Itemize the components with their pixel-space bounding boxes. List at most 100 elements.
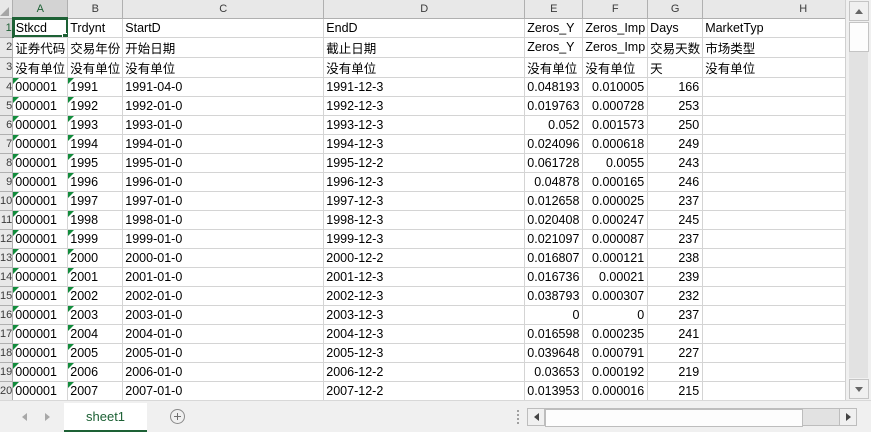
- cell-G2[interactable]: 交易天数: [647, 37, 704, 58]
- cell-F10[interactable]: 0.000025: [582, 191, 649, 211]
- cell-B16[interactable]: 2003: [67, 305, 124, 325]
- cell-B10[interactable]: 1997: [67, 191, 124, 211]
- cell-D18[interactable]: 2005-12-3: [323, 343, 526, 363]
- cell-E14[interactable]: 0.016736: [524, 267, 584, 287]
- cell-C8[interactable]: 1995-01-0: [122, 153, 325, 173]
- row-header-14[interactable]: 14: [0, 267, 14, 287]
- cell-G10[interactable]: 237: [647, 191, 704, 211]
- cell-G9[interactable]: 246: [647, 172, 704, 192]
- cell-A5[interactable]: 000001: [12, 96, 69, 116]
- row-header-9[interactable]: 9: [0, 172, 14, 192]
- row-header-19[interactable]: 19: [0, 362, 14, 382]
- cell-F18[interactable]: 0.000791: [582, 343, 649, 363]
- sheet-tab-sheet1[interactable]: sheet1: [64, 402, 148, 432]
- cell-H19[interactable]: 4: [702, 362, 845, 382]
- column-header-g[interactable]: G: [647, 0, 704, 19]
- cell-H11[interactable]: 4: [702, 210, 845, 230]
- cell-D14[interactable]: 2001-12-3: [323, 267, 526, 287]
- cell-D5[interactable]: 1992-12-3: [323, 96, 526, 116]
- scroll-right-button[interactable]: [839, 407, 857, 426]
- cell-F11[interactable]: 0.000247: [582, 210, 649, 230]
- row-header-2[interactable]: 2: [0, 37, 14, 58]
- cell-H16[interactable]: 4: [702, 305, 845, 325]
- cell-C6[interactable]: 1993-01-0: [122, 115, 325, 135]
- cell-G7[interactable]: 249: [647, 134, 704, 154]
- cell-D1[interactable]: EndD: [323, 18, 526, 38]
- cell-A1[interactable]: Stkcd: [12, 18, 69, 38]
- cell-C3[interactable]: 没有单位: [122, 57, 325, 78]
- cell-B7[interactable]: 1994: [67, 134, 124, 154]
- cell-H5[interactable]: 4: [702, 96, 845, 116]
- cell-H20[interactable]: 4: [702, 381, 845, 400]
- cell-A11[interactable]: 000001: [12, 210, 69, 230]
- cell-G3[interactable]: 天: [647, 57, 704, 78]
- cell-B9[interactable]: 1996: [67, 172, 124, 192]
- cell-C13[interactable]: 2000-01-0: [122, 248, 325, 268]
- cell-A15[interactable]: 000001: [12, 286, 69, 306]
- cell-A9[interactable]: 000001: [12, 172, 69, 192]
- row-header-17[interactable]: 17: [0, 324, 14, 344]
- cell-F9[interactable]: 0.000165: [582, 172, 649, 192]
- row-header-6[interactable]: 6: [0, 115, 14, 135]
- cell-G4[interactable]: 166: [647, 77, 704, 97]
- cell-D6[interactable]: 1993-12-3: [323, 115, 526, 135]
- cell-D3[interactable]: 没有单位: [323, 57, 526, 78]
- cell-H18[interactable]: 4: [702, 343, 845, 363]
- column-header-a[interactable]: A: [12, 0, 69, 19]
- cell-A13[interactable]: 000001: [12, 248, 69, 268]
- cell-G17[interactable]: 241: [647, 324, 704, 344]
- cell-C17[interactable]: 2004-01-0: [122, 324, 325, 344]
- cell-E4[interactable]: 0.048193: [524, 77, 584, 97]
- cell-D20[interactable]: 2007-12-2: [323, 381, 526, 400]
- row-header-11[interactable]: 11: [0, 210, 14, 230]
- cell-C9[interactable]: 1996-01-0: [122, 172, 325, 192]
- cell-E9[interactable]: 0.04878: [524, 172, 584, 192]
- cell-G5[interactable]: 253: [647, 96, 704, 116]
- add-sheet-button[interactable]: [161, 401, 193, 432]
- cell-E5[interactable]: 0.019763: [524, 96, 584, 116]
- cell-D4[interactable]: 1991-12-3: [323, 77, 526, 97]
- horizontal-scrollbar-track[interactable]: [545, 407, 839, 427]
- cell-H3[interactable]: 没有单位: [702, 57, 845, 78]
- cell-A14[interactable]: 000001: [12, 267, 69, 287]
- cell-E15[interactable]: 0.038793: [524, 286, 584, 306]
- row-header-10[interactable]: 10: [0, 191, 14, 211]
- cell-B18[interactable]: 2005: [67, 343, 124, 363]
- cell-F19[interactable]: 0.000192: [582, 362, 649, 382]
- row-header-4[interactable]: 4: [0, 77, 14, 97]
- triangle-left-icon[interactable]: [22, 412, 27, 421]
- cell-H15[interactable]: 4: [702, 286, 845, 306]
- cell-H12[interactable]: 4: [702, 229, 845, 249]
- cell-G13[interactable]: 238: [647, 248, 704, 268]
- row-header-13[interactable]: 13: [0, 248, 14, 268]
- column-header-d[interactable]: D: [323, 0, 526, 19]
- cell-B6[interactable]: 1993: [67, 115, 124, 135]
- cell-A6[interactable]: 000001: [12, 115, 69, 135]
- cell-D9[interactable]: 1996-12-3: [323, 172, 526, 192]
- cell-G20[interactable]: 215: [647, 381, 704, 400]
- sheet-nav-arrows[interactable]: [0, 412, 64, 421]
- row-header-20[interactable]: 20: [0, 381, 14, 400]
- cell-E6[interactable]: 0.052: [524, 115, 584, 135]
- cell-H7[interactable]: 4: [702, 134, 845, 154]
- cell-C11[interactable]: 1998-01-0: [122, 210, 325, 230]
- splitter-handle[interactable]: [517, 409, 527, 424]
- cell-B13[interactable]: 2000: [67, 248, 124, 268]
- cell-E20[interactable]: 0.013953: [524, 381, 584, 400]
- cell-F6[interactable]: 0.001573: [582, 115, 649, 135]
- cell-B15[interactable]: 2002: [67, 286, 124, 306]
- cell-B8[interactable]: 1995: [67, 153, 124, 173]
- cell-E13[interactable]: 0.016807: [524, 248, 584, 268]
- cell-E16[interactable]: 0: [524, 305, 584, 325]
- cell-D8[interactable]: 1995-12-2: [323, 153, 526, 173]
- cell-C2[interactable]: 开始日期: [122, 37, 325, 58]
- cell-F8[interactable]: 0.0055: [582, 153, 649, 173]
- scroll-up-button[interactable]: [849, 1, 869, 21]
- row-header-8[interactable]: 8: [0, 153, 14, 173]
- triangle-right-icon[interactable]: [45, 412, 50, 421]
- row-header-12[interactable]: 12: [0, 229, 14, 249]
- row-header-7[interactable]: 7: [0, 134, 14, 154]
- cell-F1[interactable]: Zeros_Imp: [582, 18, 649, 38]
- cell-D11[interactable]: 1998-12-3: [323, 210, 526, 230]
